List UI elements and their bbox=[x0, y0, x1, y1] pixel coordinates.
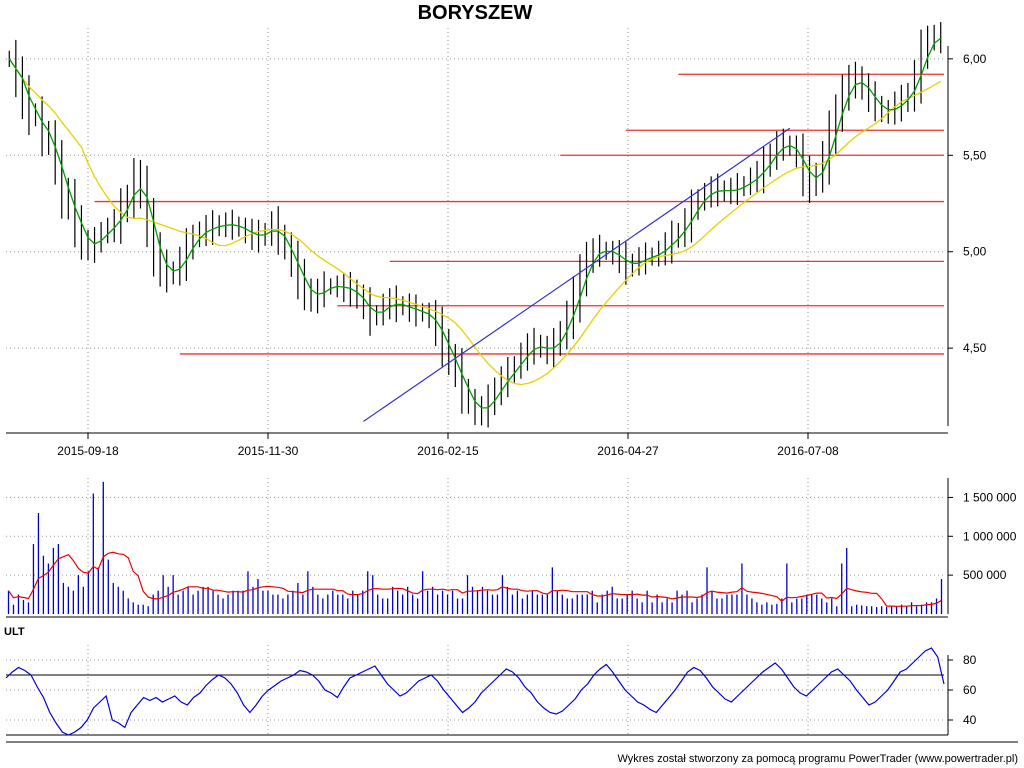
trendline bbox=[363, 127, 791, 422]
ult-panel-title: ULT bbox=[4, 626, 25, 638]
price-ytick-label-3: 6,00 bbox=[963, 52, 987, 66]
ma-long-line bbox=[8, 58, 942, 386]
volume-ytick-label-1: 1 000 000 bbox=[963, 529, 1017, 543]
ult-panel: 40 60 80 bbox=[5, 645, 1018, 743]
price-panel: 4,50 5,00 5,50 6,00 2015-09-18 2015-11-30 2016… bbox=[6, 22, 987, 458]
volume-panel: 500 000 1 000 000 1 500 000 bbox=[6, 478, 1017, 618]
ult-ytick-label-1: 60 bbox=[963, 683, 977, 697]
price-ytick-label-2: 5,50 bbox=[963, 148, 987, 162]
price-xtick-label-3: 2016-04-27 bbox=[597, 444, 659, 458]
ma-short-line bbox=[8, 37, 942, 409]
price-ytick-label-1: 5,00 bbox=[963, 245, 987, 259]
price-xtick-label-2: 2016-02-15 bbox=[417, 444, 479, 458]
price-ytick-label-0: 4,50 bbox=[963, 341, 987, 355]
volume-average-line bbox=[8, 551, 942, 607]
price-xtick-label-4: 2016-07-08 bbox=[777, 444, 839, 458]
ult-ytick-label-0: 40 bbox=[963, 713, 977, 727]
chart-title: BORYSZEW bbox=[418, 2, 533, 24]
price-xtick-label-0: 2015-09-18 bbox=[57, 444, 119, 458]
price-xtick-label-1: 2015-11-30 bbox=[238, 444, 299, 458]
volume-ytick-label-2: 1 500 000 bbox=[963, 490, 1017, 504]
ult-line bbox=[5, 647, 945, 736]
volume-ytick-label-0: 500 000 bbox=[963, 568, 1007, 582]
ult-ytick-label-2: 80 bbox=[963, 653, 977, 667]
footer-credit: Wykres został stworzony za pomocą progra… bbox=[617, 753, 1018, 765]
